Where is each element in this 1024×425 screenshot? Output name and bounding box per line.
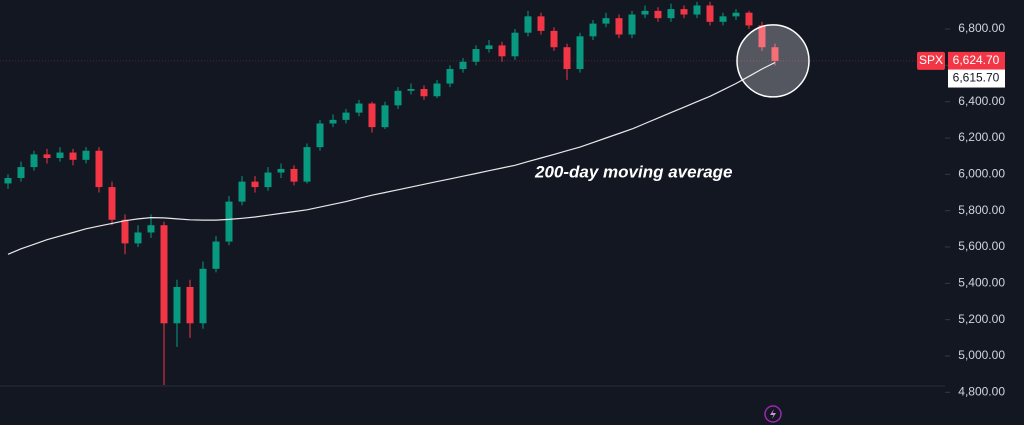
moving-average-line [7,61,776,255]
candle-body [745,12,753,26]
candle-body [602,18,610,24]
candle-body [524,16,532,33]
candle-body [420,88,428,97]
icon-bolt [770,409,776,419]
candle-body [355,103,363,113]
candle-body [433,83,441,97]
candle-body [758,25,766,48]
candle-body [303,147,311,182]
candle-body [511,32,519,57]
plot [4,1,779,386]
candle-body [589,23,597,37]
candle-body [693,5,701,15]
candle-body [381,105,389,128]
y-tick-label: 6,200.00 [958,130,1005,144]
y-tick-label: 5,200.00 [958,312,1005,326]
candle-body [82,150,90,160]
candle-body [368,103,376,128]
ma-tag [948,69,1005,88]
y-tick-label: 6,800.00 [958,21,1005,35]
ma-label: 6,615.70 [953,71,1000,85]
candle-body [498,45,506,57]
highlight-circle [736,24,810,98]
symbol-label: SPX [919,53,943,67]
symbol-tag [917,51,945,70]
candle-body [69,152,77,160]
candle-body [680,9,688,15]
candle-body [446,69,454,84]
candle-body [95,150,103,188]
price-label: 6,624.70 [953,53,1000,67]
annotation: 200-day moving average [534,162,732,181]
candle-body [238,181,246,202]
candle-body [472,49,480,62]
candle-body [576,36,584,70]
candle-body [550,30,558,48]
y-tick-label: 5,800.00 [958,203,1005,217]
price-tag [948,51,1005,70]
candle-body [212,241,220,269]
candle-body [134,232,142,244]
candle-body [43,154,51,159]
candle-body [186,286,194,324]
candle-body [173,286,181,324]
candle-body [56,152,64,159]
y-tick-label: 6,000.00 [958,167,1005,181]
candle-body [147,225,155,233]
candle-body [121,219,129,244]
y-tick-label: 4,800.00 [958,384,1005,398]
candle-body [290,168,298,182]
candle-body [199,268,207,324]
candle-body [251,181,259,188]
candle-body [329,119,337,124]
candle-body [394,90,402,106]
candle-body [407,88,415,91]
y-tick-label: 5,600.00 [958,239,1005,253]
candle-body [719,16,727,22]
y-tick-label: 5,000.00 [958,348,1005,362]
candle-body [4,177,12,184]
candle-body [277,168,285,173]
candle-body [628,14,636,35]
y-tick-label: 6,400.00 [958,94,1005,108]
candle-body [225,201,233,242]
candle-body [316,123,324,148]
candle-body [485,45,493,50]
candle-body [654,10,662,19]
candle-body [641,10,649,15]
candle-body [459,61,467,70]
candle-body [615,18,623,35]
candle-body [17,167,25,178]
candle-body [537,16,545,31]
candle-body [771,47,779,61]
candle-body [563,47,571,70]
candle-body [732,12,740,17]
candle-body [342,112,350,120]
candle-body [667,9,675,19]
candle-body [160,225,168,324]
y-tick-label: 5,400.00 [958,276,1005,290]
candle-body [264,172,272,188]
icon[interactable] [764,405,782,423]
candle-body [706,5,714,22]
candle-body [30,154,38,168]
candle-body [108,187,116,220]
